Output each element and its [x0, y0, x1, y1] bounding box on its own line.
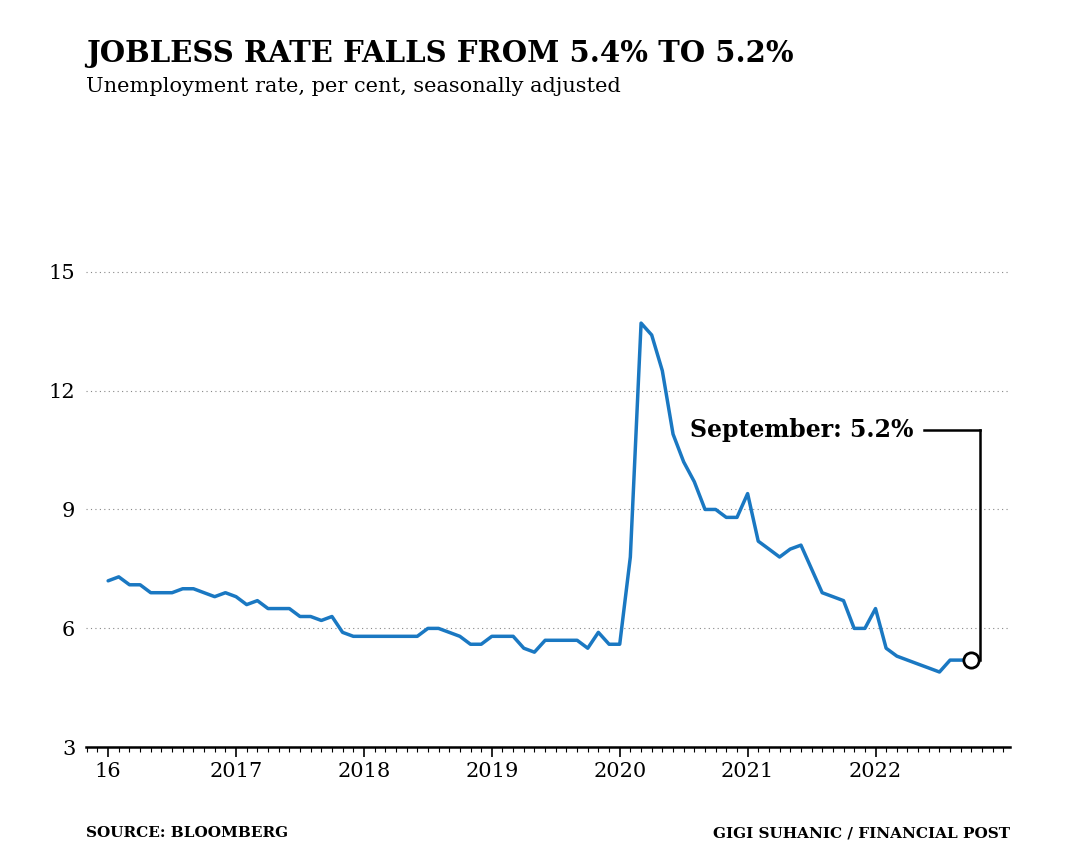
Text: SOURCE: BLOOMBERG: SOURCE: BLOOMBERG	[86, 826, 288, 840]
Text: GIGI SUHANIC / FINANCIAL POST: GIGI SUHANIC / FINANCIAL POST	[713, 826, 1010, 840]
Text: September: 5.2%: September: 5.2%	[690, 418, 914, 442]
Text: JOBLESS RATE FALLS FROM 5.4% TO 5.2%: JOBLESS RATE FALLS FROM 5.4% TO 5.2%	[86, 39, 794, 68]
Text: Unemployment rate, per cent, seasonally adjusted: Unemployment rate, per cent, seasonally …	[86, 77, 621, 96]
